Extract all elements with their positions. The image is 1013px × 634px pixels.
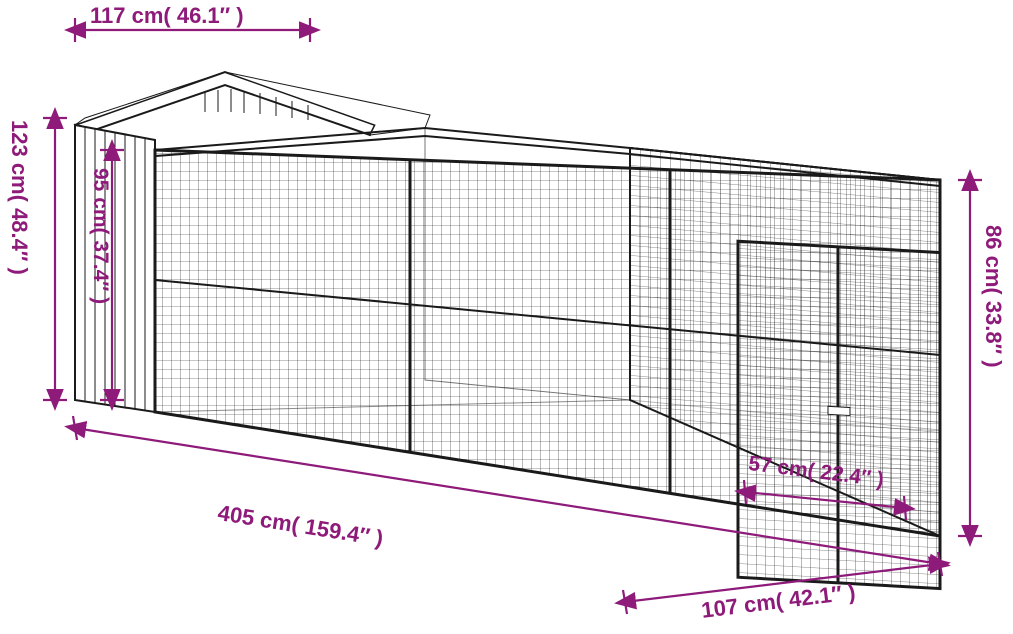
dim-height-inner: 95 cm( 37.4″ ) — [88, 168, 112, 304]
product-dimension-diagram: { "colors": { "dimension": "#8e1a7a", "s… — [0, 0, 1013, 634]
dim-height-right: 86 cm( 33.8″ ) — [980, 225, 1006, 368]
shed-front-wall — [75, 125, 155, 412]
shed-roof — [75, 72, 430, 135]
dim-height-left: 123 cm( 48.4″ ) — [6, 120, 32, 275]
dim-width-top: 117 cm( 46.1″ ) — [90, 3, 244, 29]
diagram-svg — [0, 0, 1013, 634]
